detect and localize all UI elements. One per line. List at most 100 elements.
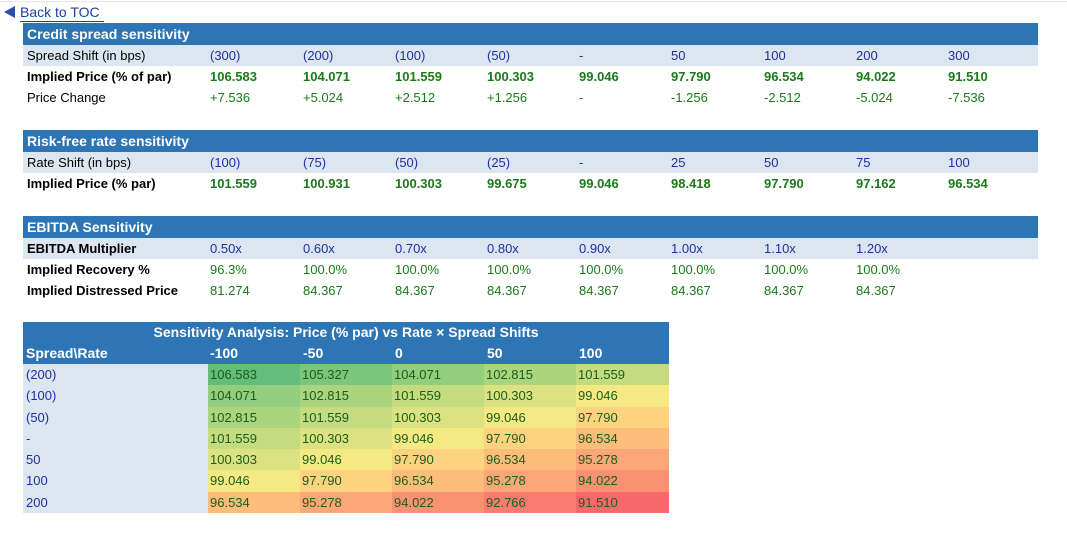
ebitda-title: EBITDA Sensitivity (23, 216, 1038, 238)
price-change-cell: -7.536 (948, 90, 985, 105)
matrix-cell: 97.790 (300, 470, 392, 492)
rate-shift-row: Rate Shift (in bps) (100) (75) (50) (25)… (23, 152, 1038, 173)
implied-distressed-price-cell: 84.367 (579, 283, 619, 298)
rate-implied-price-cell: 97.790 (764, 176, 804, 191)
implied-recovery-cell: 100.0% (764, 262, 809, 277)
implied-recovery-row: Implied Recovery % 96.3% 100.0% 100.0% 1… (23, 259, 1038, 280)
implied-price-cell: 96.534 (764, 69, 804, 84)
rate-implied-price-cell: 100.303 (395, 176, 442, 191)
rate-shift-cell: (75) (303, 155, 327, 170)
matrix-cell: 101.559 (576, 364, 669, 386)
implied-recovery-cell: 100.0% (856, 262, 901, 277)
implied-price-cell: 106.583 (210, 69, 257, 84)
price-change-cell: +2.512 (395, 90, 436, 105)
matrix-cell: 94.022 (576, 470, 669, 492)
implied-price-cell: 97.790 (671, 69, 711, 84)
rate-implied-price-cell: 101.559 (210, 176, 257, 191)
credit-spread-title: Credit spread sensitivity (23, 23, 1038, 45)
rate-implied-price-cell: 99.046 (579, 176, 619, 191)
matrix-cell: 95.278 (300, 491, 392, 514)
price-change-label: Price Change (27, 90, 106, 105)
matrix-row-label: (100) (23, 385, 208, 407)
spread-shift-cell: 50 (671, 48, 686, 63)
implied-recovery-cell: 100.0% (671, 262, 716, 277)
back-arrow-icon (4, 6, 15, 18)
spread-shift-label: Spread Shift (in bps) (27, 48, 146, 63)
matrix-row: (200) 106.583 105.327 104.071 102.815 101.559 (23, 364, 669, 386)
matrix-row: 100 99.046 97.790 96.534 95.278 94.022 (23, 470, 669, 492)
matrix-cell: 102.815 (484, 364, 576, 386)
implied-distressed-price-cell: 84.367 (395, 283, 435, 298)
implied-price-row: Implied Price (% of par) 106.583 104.071… (23, 66, 1038, 87)
top-gridline (0, 1, 1067, 2)
matrix-row: 50 100.303 99.046 97.790 96.534 95.278 (23, 449, 669, 471)
matrix-corner-label: Spread\Rate (26, 345, 108, 361)
implied-price-cell: 94.022 (856, 69, 896, 84)
matrix-row: 200 96.534 95.278 94.022 92.766 91.510 (23, 491, 669, 514)
sensitivity-matrix: Sensitivity Analysis: Price (% par) vs R… (23, 322, 669, 514)
ebitda-multiplier-cell: 0.70x (395, 241, 427, 256)
matrix-cell: 101.559 (208, 427, 300, 450)
implied-recovery-cell: 96.3% (210, 262, 247, 277)
rate-shift-cell: 50 (764, 155, 779, 170)
matrix-row-label: 200 (23, 491, 208, 514)
rate-implied-price-cell: 97.162 (856, 176, 896, 191)
ebitda-multiplier-cell: 0.90x (579, 241, 611, 256)
matrix-cell: 94.022 (392, 491, 484, 514)
implied-distressed-price-cell: 84.367 (764, 283, 804, 298)
implied-recovery-cell: 100.0% (487, 262, 532, 277)
implied-distressed-price-cell: 84.367 (671, 283, 711, 298)
rate-implied-price-cell: 98.418 (671, 176, 711, 191)
spread-shift-cell: (300) (210, 48, 241, 63)
implied-price-label: Implied Price (% of par) (27, 69, 172, 84)
back-to-toc-link[interactable]: Back to TOC (4, 3, 100, 21)
rate-shift-cell: - (579, 155, 584, 170)
matrix-row-label: (200) (23, 364, 208, 386)
matrix-col-header: -50 (303, 345, 324, 361)
rate-shift-cell: 100 (948, 155, 970, 170)
implied-distressed-price-cell: 84.367 (303, 283, 343, 298)
matrix-cell: 101.559 (392, 385, 484, 407)
rate-shift-cell: (50) (395, 155, 419, 170)
implied-price-cell: 91.510 (948, 69, 988, 84)
matrix-cell: 96.534 (208, 491, 300, 514)
matrix-cell: 105.327 (300, 364, 392, 386)
price-change-cell: +1.256 (487, 90, 528, 105)
spread-shift-cell: - (579, 48, 584, 63)
ebitda-multiplier-cell: 1.20x (856, 241, 888, 256)
matrix-row-label: 100 (23, 470, 208, 492)
rate-shift-cell: 75 (856, 155, 871, 170)
matrix-cell: 99.046 (208, 470, 300, 492)
matrix-cell: 102.815 (208, 406, 300, 428)
matrix-cell: 99.046 (392, 427, 484, 450)
matrix-cell: 100.303 (208, 449, 300, 471)
implied-distressed-price-cell: 81.274 (210, 283, 250, 298)
spread-shift-cell: 300 (948, 48, 970, 63)
matrix-row: (100) 104.071 102.815 101.559 100.303 99.046 (23, 385, 669, 407)
spread-shift-cell: (200) (303, 48, 334, 63)
matrix-cell: 95.278 (484, 470, 576, 492)
rate-shift-cell: (25) (487, 155, 511, 170)
matrix-cell: 96.534 (484, 449, 576, 471)
matrix-title: Sensitivity Analysis: Price (% par) vs R… (23, 322, 669, 343)
matrix-row: -101.559 100.303 99.046 97.790 96.534 (23, 427, 669, 450)
matrix-cell: 91.510 (576, 491, 669, 514)
ebitda-multiplier-cell: 1.00x (671, 241, 703, 256)
matrix-cell: 99.046 (576, 385, 669, 407)
rate-implied-price-cell: 100.931 (303, 176, 350, 191)
matrix-cell: 104.071 (208, 385, 300, 407)
matrix-header-row: Spread\Rate -100 -50 0 50 100 (23, 343, 669, 364)
matrix-col-header: 0 (395, 345, 403, 361)
implied-price-cell: 99.046 (579, 69, 619, 84)
credit-spread-section: Credit spread sensitivity Spread Shift (… (23, 23, 1038, 108)
ebitda-multiplier-label: EBITDA Multiplier (27, 241, 137, 256)
implied-distressed-price-row: Implied Distressed Price 81.274 84.367 8… (23, 280, 1038, 301)
ebitda-multiplier-cell: 0.50x (210, 241, 242, 256)
matrix-cell: 96.534 (392, 470, 484, 492)
matrix-row-label: - (23, 427, 208, 450)
matrix-cell: 100.303 (300, 427, 392, 450)
matrix-col-header: 50 (487, 345, 503, 361)
price-change-cell: - (579, 90, 584, 105)
matrix-cell: 100.303 (392, 406, 484, 428)
back-link-underline (20, 21, 104, 22)
